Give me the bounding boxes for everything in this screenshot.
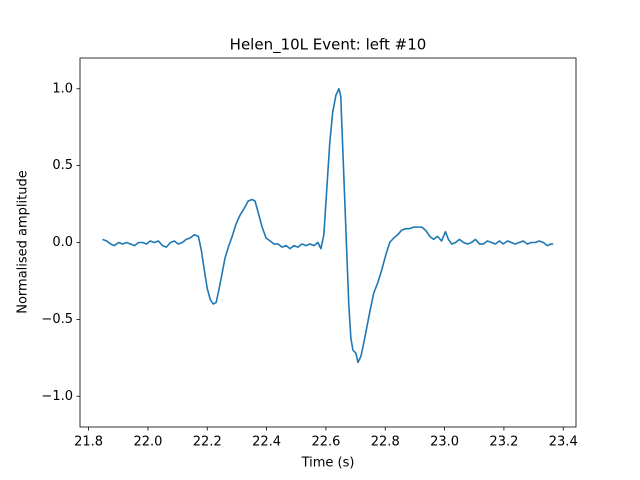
- y-tick-label: 1.0: [52, 81, 73, 96]
- signal-line: [102, 87, 554, 364]
- y-axis-label: Normalised amplitude: [16, 170, 31, 314]
- x-tick-label: 22.2: [193, 435, 222, 450]
- x-tick-label: 22.6: [311, 435, 340, 450]
- y-tick-label: 0.0: [52, 235, 73, 250]
- y-tick-label: −0.5: [41, 312, 73, 327]
- x-tick-label: 21.8: [74, 435, 103, 450]
- x-axis-label: Time (s): [301, 456, 355, 471]
- axes-frame: [79, 57, 577, 428]
- x-tick-label: 22.0: [133, 435, 162, 450]
- y-tick-label: 0.5: [52, 158, 73, 173]
- chart-title: Helen_10L Event: left #10: [230, 36, 427, 55]
- x-tick-label: 22.8: [371, 435, 400, 450]
- x-tick-label: 23.2: [489, 435, 518, 450]
- y-tick-label: −1.0: [41, 389, 73, 404]
- x-tick-label: 23.4: [549, 435, 578, 450]
- x-tick-label: 22.4: [252, 435, 281, 450]
- x-tick-label: 23.0: [430, 435, 459, 450]
